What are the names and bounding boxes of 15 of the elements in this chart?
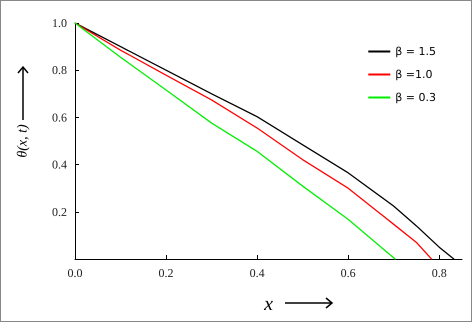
legend-label: β = 1.5 [395, 45, 436, 58]
x-tick-label: 0.8 [432, 266, 447, 280]
x-tick-label: 0.0 [68, 266, 82, 280]
legend-label: β =1.0 [395, 68, 433, 81]
x-tick-label: 0.4 [250, 266, 265, 280]
x-axis-title: x [263, 293, 274, 315]
x-tick-label: 0.2 [158, 266, 174, 280]
y-tick-label: 0.8 [52, 63, 67, 78]
y-axis-title: θ(x, t) [16, 124, 30, 158]
y-tick-label: 0.4 [52, 158, 67, 172]
x-tick-label: 0.6 [340, 266, 356, 280]
y-tick-label: 1.0 [52, 16, 67, 30]
legend-label: β = 0.3 [395, 91, 436, 104]
y-tick-label: 0.2 [52, 204, 67, 219]
y-tick-label: 0.6 [52, 110, 67, 124]
